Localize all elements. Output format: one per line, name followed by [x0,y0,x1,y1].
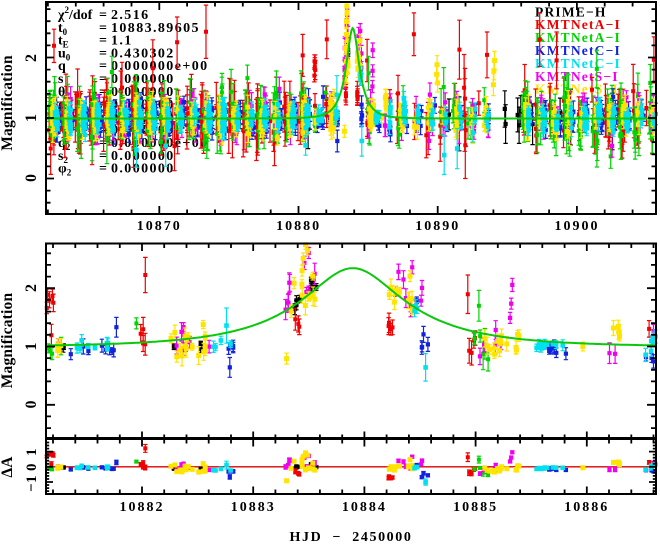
svg-text:q: q [58,59,66,74]
svg-text:=: = [99,85,107,100]
svg-text:=: = [99,46,107,61]
svg-text:0: 0 [23,174,40,182]
svg-text:HJD − 2450000: HJD − 2450000 [290,530,413,545]
svg-text:0.000000e+00: 0.000000e+00 [111,59,209,74]
svg-text:s2: s2 [58,149,68,165]
svg-text:10883: 10883 [231,500,276,515]
svg-text:=: = [99,59,107,74]
svg-text:=: = [99,8,107,23]
svg-text:t0: t0 [58,21,68,37]
svg-text:0.000000: 0.000000 [111,72,175,87]
svg-text:Magnification: Magnification [0,55,16,151]
svg-text:1: 1 [23,114,40,122]
svg-text:=: = [99,34,107,49]
svg-text:0.000000: 0.000000 [111,149,175,164]
svg-text:θ: θ [58,85,65,100]
svg-text:PRIME−H: PRIME−H [535,4,607,19]
svg-text:2: 2 [23,284,40,292]
svg-text:tE: tE [58,34,69,50]
svg-text:=: = [99,72,107,87]
svg-text:0.000000: 0.000000 [111,162,175,177]
svg-text:10882: 10882 [120,500,165,515]
svg-text:1: 1 [24,448,40,456]
svg-text:ΔA: ΔA [0,456,16,478]
svg-text:0: 0 [24,463,40,471]
svg-text:0: 0 [23,401,40,409]
svg-text:−1: −1 [24,475,40,492]
svg-text:2: 2 [23,54,40,62]
svg-text:10890: 10890 [415,219,460,234]
svg-text:=: = [99,149,107,164]
svg-text:=: = [99,21,107,36]
svg-text:1.1: 1.1 [111,34,133,49]
svg-text:10884: 10884 [342,500,387,515]
svg-text:s: s [58,72,64,87]
svg-text:KMTNetA−I: KMTNetA−I [535,17,621,32]
svg-text:2.516: 2.516 [111,8,150,23]
svg-text:10886: 10886 [564,500,609,515]
svg-text:10870: 10870 [137,219,182,234]
svg-text:Magnification: Magnification [0,293,16,389]
svg-text:10880: 10880 [276,219,321,234]
svg-text:=: = [99,162,107,177]
svg-text:10900: 10900 [555,219,600,234]
svg-text:10885: 10885 [453,500,498,515]
svg-text:1: 1 [23,343,40,351]
svg-text:0.430302: 0.430302 [111,46,175,61]
